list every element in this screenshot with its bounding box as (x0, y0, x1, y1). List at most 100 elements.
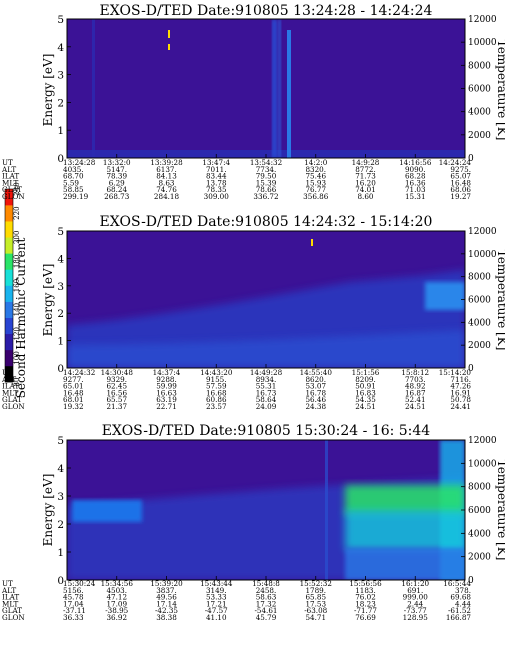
panel-1: EXOS-D/TED Date:910805 13:24:28 - 14:24:… (1, 3, 505, 201)
orbit-cell: 68.24 (106, 185, 127, 194)
colorbar-tick-label: 140 (13, 303, 21, 316)
orbit-cell: 6137. (156, 165, 177, 174)
orbit-cell: 1789. (305, 586, 326, 595)
y-tick-label: 0 (57, 363, 64, 375)
y2-tick-label: 8000 (468, 273, 491, 283)
orbit-cell: 16.78 (305, 388, 326, 397)
y2-tick-label: 0 (468, 154, 474, 164)
orbit-row-label: UT (2, 579, 13, 588)
orbit-row-label: ALT (1, 586, 16, 595)
orbit-cell: 3837. (156, 586, 177, 595)
orbit-cell: 17.14 (156, 599, 177, 608)
colorbar-tick-label: 220 (13, 206, 21, 219)
orbit-cell: 2.44 (407, 599, 423, 608)
orbit-cell: 15:8:12 (401, 368, 429, 377)
colorbar-tick-label: 80 (13, 378, 21, 387)
orbit-cell: 76.77 (305, 185, 326, 194)
panel-1-streak-a (272, 19, 277, 158)
orbit-cell: 58.85 (63, 185, 84, 194)
orbit-cell: 74.76 (156, 185, 177, 194)
orbit-cell: 68.28 (405, 172, 426, 181)
y-tick-label: 4 (57, 42, 64, 54)
colorbar-block (5, 237, 13, 254)
orbit-cell: 24.41 (450, 402, 471, 411)
orbit-cell: 24.09 (256, 402, 277, 411)
orbit-cell: -63.08 (304, 606, 327, 615)
y2-tick-label: 10000 (468, 38, 497, 48)
orbit-cell: 58.63 (256, 593, 277, 602)
orbit-cell: 9277. (63, 375, 84, 384)
orbit-cell: 16:5:44 (443, 579, 471, 588)
panel-3-orbit-table: UTALTILATMLTGLATGLON15:30:245156.45.7817… (1, 579, 471, 622)
orbit-cell: 52.41 (405, 395, 426, 404)
panel-1-streak-b (278, 19, 281, 158)
orbit-cell: 13:24:28 (63, 158, 96, 167)
orbit-cell: 2458. (256, 586, 277, 595)
orbit-cell: 19.32 (63, 402, 84, 411)
orbit-cell: 1183. (355, 586, 376, 595)
orbit-cell: 16.36 (405, 178, 426, 187)
orbit-cell: 378. (455, 586, 471, 595)
orbit-cell: 65.01 (63, 382, 84, 391)
y2-tick-label: 4000 (468, 318, 491, 328)
orbit-row-label: UT (2, 368, 13, 377)
orbit-cell: 299.19 (63, 192, 89, 201)
orbit-cell: 284.18 (154, 192, 180, 201)
orbit-cell: 54.35 (355, 395, 376, 404)
y2-tick-label: 12000 (468, 436, 497, 446)
orbit-cell: 53.33 (206, 593, 227, 602)
y2-tick-label: 12000 (468, 227, 497, 237)
orbit-cell: 7734. (256, 165, 277, 174)
orbit-cell: 24.51 (355, 402, 376, 411)
orbit-cell: 76.02 (355, 593, 376, 602)
panel-2-orbit-table: UTALTILATMLTGLATGLON14:24:329277.65.0116… (1, 368, 471, 411)
orbit-cell: 74.01 (355, 185, 376, 194)
panel-3-title: EXOS-D/TED Date:910805 15:30:24 - 16: 5:… (102, 423, 431, 439)
orbit-row-label: ILAT (2, 593, 19, 602)
y-tick-label: 5 (57, 435, 64, 447)
orbit-cell: 16.48 (450, 178, 471, 187)
orbit-cell: 128.95 (403, 613, 429, 622)
y-tick-label: 5 (57, 14, 64, 26)
panel-3-left-bright-band (72, 500, 142, 522)
y2-tick-label: 10000 (468, 250, 497, 260)
orbit-cell: 16.48 (63, 388, 84, 397)
y2-tick-label: 6000 (468, 296, 491, 306)
orbit-cell: 8.60 (357, 192, 373, 201)
colorbar-ticks: 80 100 120 140 160 180 200 220 240 (13, 182, 21, 386)
y2-tick-label: 0 (468, 576, 474, 586)
orbit-cell: 78.35 (206, 185, 227, 194)
orbit-cell: 23.57 (206, 402, 227, 411)
orbit-cell: 16.91 (450, 388, 471, 397)
orbit-cell: 36.33 (63, 613, 84, 622)
orbit-cell: 356.86 (303, 192, 329, 201)
orbit-cell: 53.07 (305, 382, 326, 391)
orbit-cell: 15:30:24 (63, 579, 96, 588)
orbit-cell: 19.27 (450, 192, 471, 201)
panel-2-y2label: Temperature [K] (495, 250, 505, 351)
orbit-row-label: ILAT (2, 382, 19, 391)
orbit-cell: 4.44 (455, 599, 471, 608)
y2-tick-label: 4000 (468, 529, 491, 539)
orbit-cell: 15:43:44 (200, 579, 233, 588)
y2-tick-label: 8000 (468, 61, 491, 71)
orbit-cell: 999.00 (403, 593, 429, 602)
panel-1-streak-d (92, 19, 95, 158)
orbit-cell: 9288. (156, 375, 177, 384)
orbit-cell: 78.39 (106, 172, 127, 181)
orbit-cell: 9329. (106, 375, 127, 384)
orbit-cell: 9155. (206, 375, 227, 384)
orbit-cell: 15:14:20 (439, 368, 472, 377)
panel-2-bright-patch (425, 282, 465, 310)
orbit-cell: 21.37 (106, 402, 127, 411)
orbit-cell: 8772. (355, 165, 376, 174)
panel-3-y2-ticks: 0 2000 4000 6000 8000 10000 12000 (461, 436, 497, 586)
panel-1-y2-ticks: 0 2000 4000 6000 8000 10000 12000 (461, 15, 497, 164)
orbit-cell: -73.77 (404, 606, 427, 615)
y2-tick-label: 8000 (468, 483, 491, 493)
orbit-row-label: MLT (2, 388, 19, 397)
y-tick-label: 1 (57, 336, 64, 348)
orbit-cell: -71.77 (354, 606, 377, 615)
panel-2-y2-ticks: 0 2000 4000 6000 8000 10000 12000 (461, 227, 497, 374)
